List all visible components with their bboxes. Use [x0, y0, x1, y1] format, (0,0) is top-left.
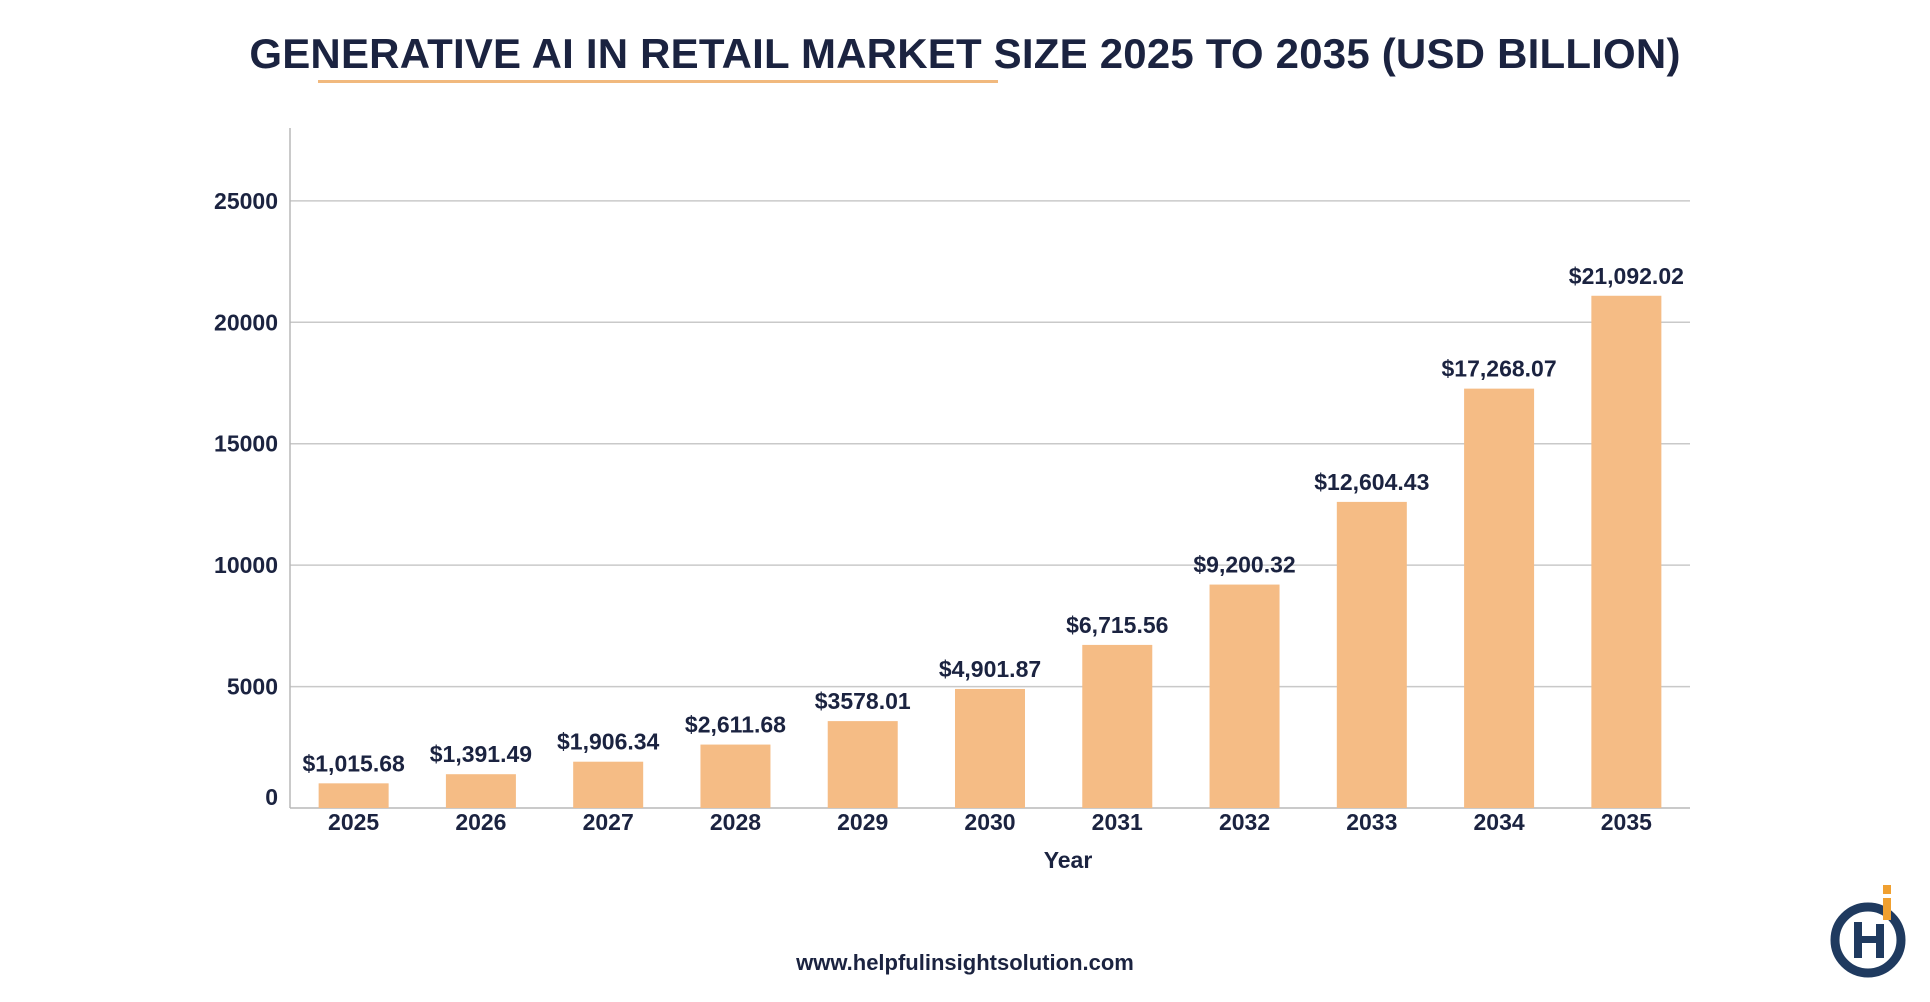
x-tick-label: 2025	[328, 809, 379, 835]
bar-2032	[1209, 584, 1280, 808]
data-label-2029: $3578.01	[815, 688, 911, 714]
bar-2026	[445, 774, 516, 808]
data-label-2027: $1,906.34	[557, 729, 660, 755]
x-tick-label: 2032	[1219, 809, 1270, 835]
data-label-2033: $12,604.43	[1314, 469, 1429, 495]
x-tick-label: 2035	[1601, 809, 1652, 835]
bar-2028	[700, 744, 771, 808]
data-label-2028: $2,611.68	[685, 712, 786, 738]
bar-2027	[573, 761, 644, 808]
company-logo-icon	[1830, 885, 1906, 978]
bar-2029	[827, 721, 898, 808]
data-label-2031: $6,715.56	[1066, 612, 1168, 638]
x-tick-label: 2026	[455, 809, 506, 835]
title-underline	[318, 80, 998, 83]
data-label-2032: $9,200.32	[1193, 552, 1295, 578]
bar-2030	[955, 688, 1025, 808]
data-label-2026: $1,391.49	[430, 741, 532, 767]
logo-ring	[1830, 902, 1906, 978]
y-tick-label: 20000	[214, 309, 278, 335]
x-tick-label: 2027	[583, 809, 634, 835]
y-tick-label: 15000	[214, 431, 278, 457]
y-tick-label: 0	[265, 784, 278, 810]
data-label-2034: $17,268.07	[1442, 356, 1557, 382]
x-tick-label: 2031	[1092, 809, 1143, 835]
tick-labels: 0 5000 10000 15000 20000 25000 2025 2026 2027 202…	[214, 188, 1652, 835]
bar-2034	[1464, 388, 1535, 808]
data-label-2025: $1,015.68	[302, 750, 405, 776]
x-tick-label: 2028	[710, 809, 761, 835]
gridlines	[290, 200, 1690, 688]
data-label-2035: $21,092.02	[1569, 263, 1684, 289]
x-axis-title: Year	[1044, 847, 1093, 873]
data-label-2030: $4,901.87	[939, 656, 1041, 682]
bar-2033	[1336, 501, 1407, 808]
logo-h-right-stroke	[1876, 924, 1884, 958]
website-footer[interactable]: www.helpfulinsightsolution.com	[796, 950, 1134, 975]
x-tick-label: 2030	[964, 809, 1015, 835]
y-tick-label: 10000	[214, 552, 278, 578]
chart-title: GENERATIVE AI IN RETAIL MARKET SIZE 2025…	[249, 30, 1681, 77]
x-tick-label: 2033	[1346, 809, 1397, 835]
y-tick-label: 5000	[227, 674, 278, 700]
y-tick-label: 25000	[214, 188, 278, 214]
logo-i-dot	[1883, 885, 1891, 894]
x-tick-label: 2034	[1474, 809, 1525, 835]
x-tick-label: 2029	[837, 809, 888, 835]
logo-i-stem	[1883, 898, 1891, 920]
bar-2025	[318, 783, 389, 808]
bar-2031	[1082, 644, 1153, 808]
bar-2035	[1591, 295, 1662, 808]
data-labels: $1,015.68 $1,391.49 $1,906.34 $2,611.68 $357…	[302, 263, 1683, 777]
bars	[318, 295, 1662, 808]
logo-h-crossbar	[1854, 936, 1884, 943]
